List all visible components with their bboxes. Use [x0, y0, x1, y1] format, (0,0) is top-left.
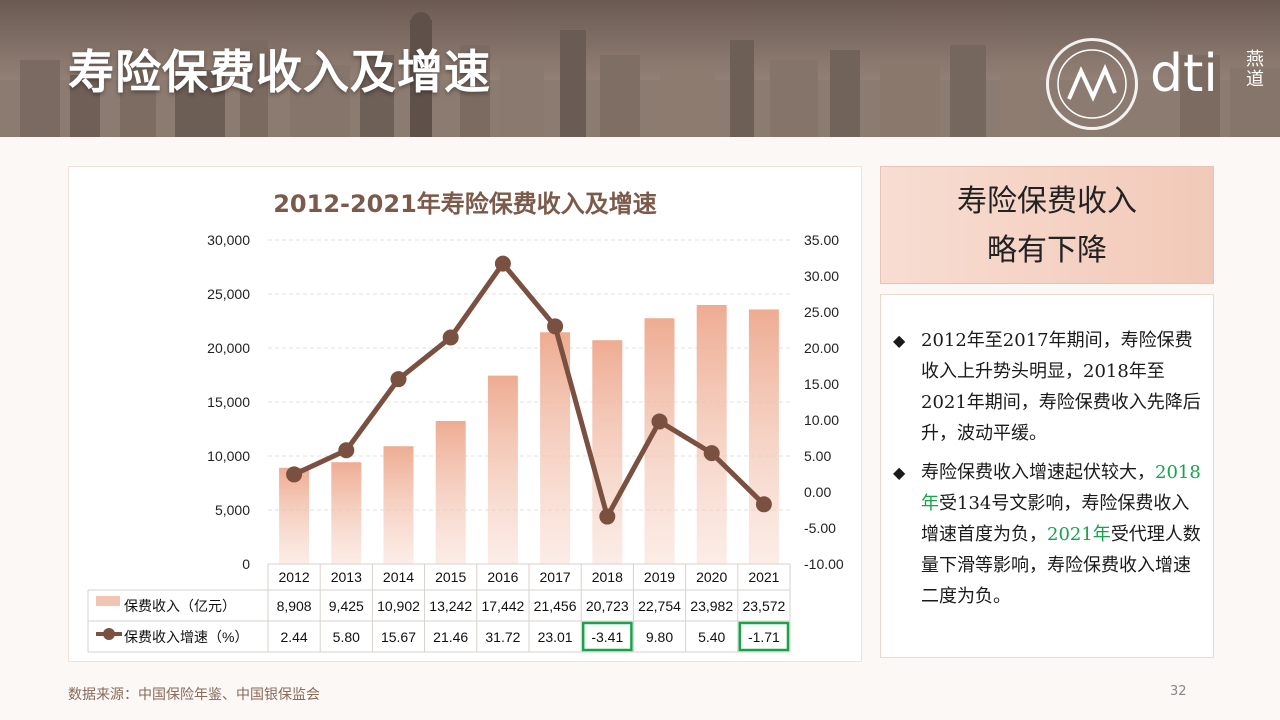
x-tick-label: 2018	[592, 569, 623, 585]
x-tick-label: 2015	[435, 569, 466, 585]
logo-side-text: 燕道	[1246, 49, 1264, 90]
x-tick-label: 2016	[487, 569, 518, 585]
x-tick-label: 2019	[644, 569, 675, 585]
diamond-icon: ◆	[893, 331, 906, 350]
note-text-1: 2012年至2017年期间，寿险保费收入上升势头明显，2018年至2021年期间…	[921, 330, 1201, 444]
page-title: 寿险保费收入及增速	[68, 45, 491, 99]
note-text-2: 寿险保费收入增速起伏较大，2018年受134号文影响，寿险保费收入增速首度为负，…	[921, 462, 1201, 607]
line-data-label: 23.01	[538, 629, 573, 645]
legend-label-bars: 保费收入（亿元）	[124, 598, 236, 614]
y-left-tick-label: 20,000	[207, 340, 250, 356]
header-banner: 寿险保费收入及增速 dti 燕道	[0, 0, 1280, 137]
growth-point-2014	[390, 371, 407, 388]
line-data-label: 2.44	[280, 629, 307, 645]
line-data-label: 9.80	[646, 629, 673, 645]
y-right-tick-label: -5.00	[804, 520, 836, 536]
y-left-tick-label: 15,000	[207, 394, 250, 410]
notes-box: ◆ 2012年至2017年期间，寿险保费收入上升势头明显，2018年至2021年…	[880, 294, 1214, 658]
growth-point-2018	[599, 508, 616, 525]
y-right-tick-label: 5.00	[804, 448, 831, 464]
y-left-tick-label: 25,000	[207, 286, 250, 302]
bar-2014	[383, 446, 414, 564]
note-bullet-2: ◆ 寿险保费收入增速起伏较大，2018年受134号文影响，寿险保费收入增速首度为…	[893, 457, 1201, 612]
line-data-label: 31.72	[485, 629, 520, 645]
bar-data-label: 13,242	[429, 598, 472, 614]
bar-data-label: 20,723	[586, 598, 629, 614]
bar-data-label: 17,442	[481, 598, 524, 614]
growth-point-2015	[442, 329, 459, 346]
logo-text: dti	[1150, 44, 1218, 104]
page-number: 32	[1170, 684, 1187, 699]
growth-point-2021	[755, 496, 772, 513]
highlight-2018: 2018年	[921, 462, 1201, 514]
y-left-tick-label: 10,000	[207, 448, 250, 464]
growth-line	[293, 261, 766, 520]
line-data-label: 21.46	[433, 629, 468, 645]
x-tick-label: 2021	[748, 569, 779, 585]
y-right-tick-label: 15.00	[804, 376, 839, 392]
y-left-tick-label: 30,000	[207, 232, 250, 248]
line-data-label: 15.67	[381, 629, 416, 645]
growth-point-2019	[651, 413, 668, 430]
y-left-tick-label: 0	[242, 556, 250, 572]
line-data-label: -3.41	[591, 629, 623, 645]
bar-data-label: 8,908	[277, 598, 312, 614]
line-data-label: -1.71	[748, 629, 780, 645]
x-tick-label: 2014	[383, 569, 414, 585]
logo-emblem-icon	[1046, 38, 1138, 130]
callout-box: 寿险保费收入 略有下降	[880, 166, 1214, 284]
bar-data-label: 23,982	[690, 598, 733, 614]
bar-data-label: 23,572	[742, 598, 785, 614]
y-right-tick-label: 0.00	[804, 484, 831, 500]
x-tick-label: 2013	[331, 569, 362, 585]
y-right-tick-label: 35.00	[804, 232, 839, 248]
bar-data-label: 9,425	[329, 598, 364, 614]
chart-panel	[68, 166, 862, 662]
line-data-label: 5.40	[698, 629, 725, 645]
x-tick-label: 2012	[279, 569, 310, 585]
y-left-tick-label: 5,000	[215, 502, 250, 518]
bar-2015	[435, 420, 466, 564]
y-right-tick-label: 25.00	[804, 304, 839, 320]
x-tick-label: 2017	[540, 569, 571, 585]
y-right-tick-label: 20.00	[804, 340, 839, 356]
growth-point-2020	[703, 445, 720, 462]
x-tick-label: 2020	[696, 569, 727, 585]
highlight-2021: 2021年	[1047, 524, 1111, 545]
data-source: 数据来源：中国保险年鉴、中国银保监会	[68, 687, 320, 703]
legend-key-line-marker	[103, 628, 115, 640]
bar-2013	[331, 462, 362, 564]
bar-data-label: 10,902	[377, 598, 420, 614]
chart-title: 2012-2021年寿险保费收入及增速	[273, 190, 657, 218]
note-bullet-1: ◆ 2012年至2017年期间，寿险保费收入上升势头明显，2018年至2021年…	[893, 325, 1201, 449]
callout-line-1: 寿险保费收入	[957, 184, 1137, 219]
highlight-cell-2018	[581, 621, 633, 652]
callout-line-2: 略有下降	[987, 233, 1107, 268]
legend-label-line: 保费收入增速（%）	[124, 629, 248, 645]
growth-point-2017	[547, 318, 564, 335]
y-right-tick-label: -10.00	[804, 556, 844, 572]
bar-2020	[696, 304, 727, 564]
bar-data-label: 22,754	[638, 598, 681, 614]
combo-chart: 0 5,000 10,000 15,000 20,000 25,000 30,000 -10.…	[87, 232, 844, 653]
y-right-tick-label: 10.00	[804, 412, 839, 428]
bar-2021	[748, 309, 779, 564]
diamond-icon: ◆	[893, 463, 906, 482]
growth-point-2016	[494, 255, 511, 272]
growth-point-2012	[286, 466, 303, 483]
growth-point-2013	[338, 442, 355, 459]
highlight-cell-2021	[738, 621, 790, 652]
bar-2016	[487, 375, 518, 564]
line-data-label: 5.80	[333, 629, 360, 645]
bar-2018	[592, 340, 623, 564]
bar-2012	[279, 467, 310, 564]
bar-data-label: 21,456	[534, 598, 577, 614]
y-right-tick-label: 30.00	[804, 268, 839, 284]
legend-key-bars	[96, 596, 120, 606]
